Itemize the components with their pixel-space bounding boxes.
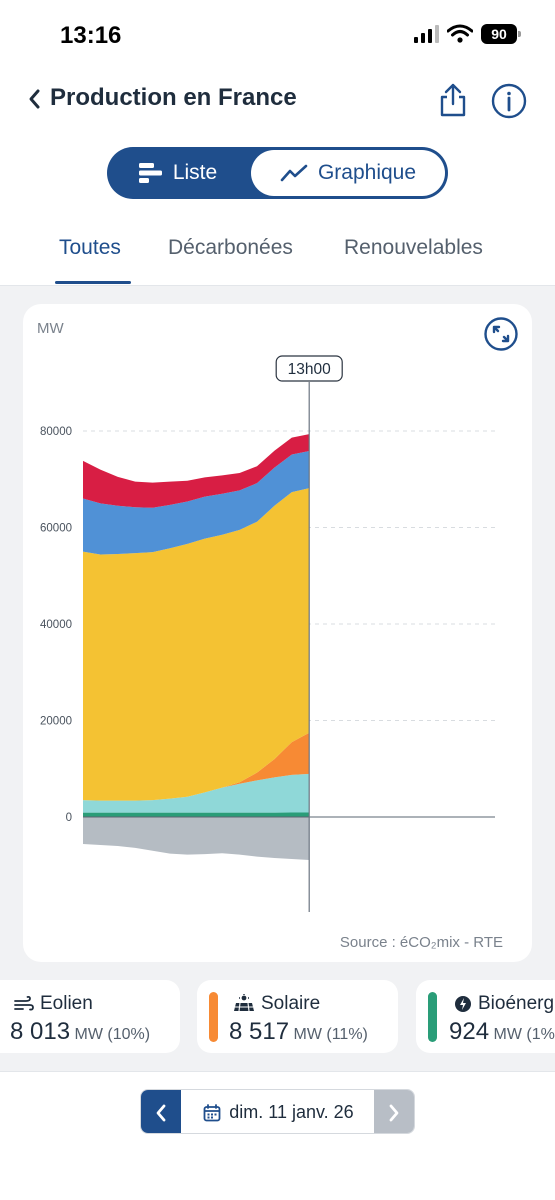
info-icon <box>491 83 527 119</box>
previous-day-button[interactable] <box>141 1090 181 1133</box>
legend-name-bioenergies: Bioénerg <box>454 993 554 1015</box>
calendar-icon <box>203 1103 221 1121</box>
date-picker-button[interactable]: dim. 11 janv. 26 <box>181 1090 376 1133</box>
cursor-label-box <box>275 355 343 382</box>
fullscreen-button[interactable] <box>484 317 518 351</box>
legend-value-eolien: 8 013 MW (10%) <box>10 1018 150 1046</box>
legend-label-solaire: Solaire <box>261 993 321 1014</box>
y-tick-label-0: 0 <box>66 812 72 824</box>
view-toggle: Liste Graphique <box>107 147 448 199</box>
share-button[interactable] <box>438 82 468 118</box>
chevron-left-icon <box>29 89 40 109</box>
back-button[interactable] <box>22 84 46 114</box>
signal-icon <box>414 25 439 43</box>
y-tick-label-20000: 20000 <box>40 716 72 728</box>
legend-value-bioenergies: 924 MW (1% <box>449 1018 555 1046</box>
legend-card-solaire[interactable]: Solaire 8 517 MW (11%) <box>197 980 398 1053</box>
area-nucleaire <box>83 488 310 801</box>
graphique-label: Graphique <box>317 161 417 184</box>
filter-tabs: Toutes Décarbonées Renouvelables <box>0 228 555 286</box>
legend-name-eolien: Eolien <box>14 993 93 1015</box>
chevron-right-icon <box>389 1104 399 1121</box>
y-tick-label-60000: 60000 <box>40 523 72 535</box>
chart-source: Source : éCO₂mix - RTE <box>339 934 503 951</box>
info-button[interactable] <box>491 83 527 119</box>
y-axis-unit: MW <box>37 320 64 337</box>
battery-icon: 90 <box>481 24 521 44</box>
legend-card-bioenergies[interactable]: Bioénerg 924 MW (1% <box>416 980 555 1053</box>
legend-unit-eolien: MW (10%) <box>74 1026 151 1043</box>
area-hydraulique <box>83 451 310 555</box>
next-day-button[interactable] <box>374 1090 414 1133</box>
solar-panel-icon <box>234 994 254 1012</box>
graphique-toggle-button[interactable]: Graphique <box>251 150 445 196</box>
wind-icon <box>14 996 34 1011</box>
legend-value-solaire: 8 517 MW (11%) <box>229 1018 368 1046</box>
share-icon <box>440 83 466 117</box>
legend-number-eolien: 8 013 <box>10 1018 71 1045</box>
legend-number-solaire: 8 517 <box>229 1018 290 1045</box>
area-echanges <box>83 817 310 860</box>
status-icons: 90 <box>414 24 521 44</box>
bolt-leaf-icon <box>455 996 471 1012</box>
tab-decarbonees[interactable]: Décarbonées <box>168 236 293 259</box>
status-time: 13:16 <box>60 22 122 49</box>
cursor-label: 13h00 <box>288 361 331 378</box>
wifi-icon <box>447 24 473 43</box>
y-tick-label-40000: 40000 <box>40 619 72 631</box>
legend-label-bioenergies: Bioénerg <box>478 993 555 1014</box>
date-navigator: dim. 11 janv. 26 <box>140 1089 415 1134</box>
page-title: Production en France <box>50 84 297 111</box>
area-bioenergies <box>83 812 310 817</box>
expand-icon <box>484 317 518 351</box>
production-chart[interactable]: 0 20000 40000 60000 80000 13h00 <box>0 286 555 926</box>
legend-card-eolien[interactable]: Eolien 8 013 MW (10%) <box>0 980 180 1053</box>
legend-color-solaire <box>209 992 218 1042</box>
area-eolien <box>83 773 310 813</box>
tab-active-indicator <box>55 281 131 284</box>
date-label: dim. 11 janv. 26 <box>229 1102 354 1122</box>
liste-toggle-button[interactable]: Liste <box>107 147 249 199</box>
legend-label-eolien: Eolien <box>40 993 93 1014</box>
tab-renouvelables[interactable]: Renouvelables <box>344 236 483 259</box>
chevron-left-icon <box>156 1104 166 1121</box>
list-bars-icon <box>138 163 162 183</box>
header: Production en France <box>0 72 555 128</box>
legend-name-solaire: Solaire <box>233 993 320 1015</box>
line-chart-icon <box>280 164 308 182</box>
status-bar: 13:16 90 <box>0 0 555 72</box>
liste-label: Liste <box>172 161 218 184</box>
y-tick-label-80000: 80000 <box>40 426 72 438</box>
legend-number-bioenergies: 924 <box>449 1018 490 1045</box>
legend-unit-solaire: MW (11%) <box>293 1026 368 1043</box>
tab-toutes[interactable]: Toutes <box>59 236 121 259</box>
divider <box>0 1071 555 1072</box>
legend-color-bioenergies <box>428 992 437 1042</box>
area-gaz <box>83 434 310 508</box>
legend-unit-bioenergies: MW (1% <box>493 1026 555 1043</box>
